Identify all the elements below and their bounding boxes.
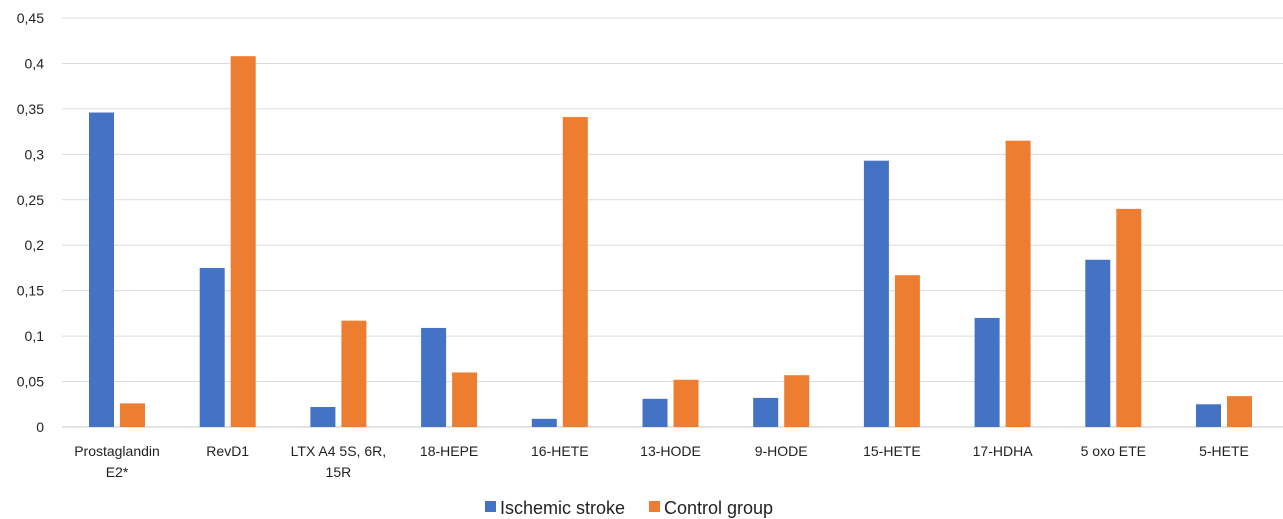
- y-tick-label: 0,4: [25, 55, 45, 71]
- y-tick-label: 0: [36, 419, 44, 435]
- y-tick-label: 0,3: [25, 146, 45, 162]
- x-axis-labels: Prostaglandin E2* RevD1 LTX A4 5S, 6R, 15R 18…: [74, 443, 1249, 480]
- y-tick-label: 0,45: [17, 10, 44, 26]
- y-tick-label: 0,25: [17, 192, 44, 208]
- bar-control-group: [452, 372, 478, 427]
- bar-ischemic-stroke: [753, 397, 779, 427]
- x-category-label: Prostaglandin: [74, 443, 160, 459]
- y-tick-label: 0,05: [17, 374, 44, 390]
- y-axis-ticks: 0 0,05 0,1 0,15 0,2 0,25 0,3 0,35 0,4 0,45: [17, 10, 44, 435]
- bar-ischemic-stroke: [642, 398, 668, 427]
- bars: [89, 56, 1252, 428]
- bar-control-group: [120, 403, 145, 427]
- bar-control-group: [1005, 140, 1031, 427]
- bar-ischemic-stroke: [863, 160, 889, 427]
- bar-ischemic-stroke: [974, 317, 1000, 427]
- legend-swatch: [649, 501, 660, 512]
- gridlines: [62, 17, 1283, 428]
- x-category-label: 9-HODE: [755, 443, 808, 459]
- x-category-label: 15R: [326, 464, 352, 480]
- bar-control-group: [1116, 208, 1142, 427]
- x-category-label: 5-HETE: [1199, 443, 1249, 459]
- legend-label: Ischemic stroke: [500, 498, 625, 518]
- bar-control-group: [1227, 396, 1252, 427]
- bar-ischemic-stroke: [310, 407, 336, 427]
- legend-label: Control group: [664, 498, 773, 518]
- x-category-label: LTX A4 5S, 6R,: [291, 443, 386, 459]
- bar-ischemic-stroke: [531, 418, 557, 427]
- bar-control-group: [562, 117, 588, 428]
- bar-ischemic-stroke: [1085, 259, 1111, 427]
- y-tick-label: 0,35: [17, 101, 44, 117]
- x-category-label: 18-HEPE: [420, 443, 478, 459]
- y-tick-label: 0,1: [25, 328, 45, 344]
- x-category-label: 13-HODE: [640, 443, 701, 459]
- bar-control-group: [673, 379, 699, 427]
- bar-ischemic-stroke: [199, 267, 225, 427]
- legend-swatch: [485, 501, 496, 512]
- bar-control-group: [230, 56, 256, 427]
- y-tick-label: 0,2: [25, 237, 45, 253]
- x-category-label: RevD1: [206, 443, 249, 459]
- x-category-label: 15-HETE: [863, 443, 921, 459]
- bar-control-group: [784, 375, 810, 427]
- bar-ischemic-stroke: [421, 327, 447, 427]
- x-category-label: E2*: [106, 464, 129, 480]
- x-category-label: 5 oxo ETE: [1081, 443, 1146, 459]
- bar-control-group: [341, 320, 367, 427]
- legend: Ischemic stroke Control group: [485, 498, 773, 518]
- bar-ischemic-stroke: [1196, 404, 1221, 427]
- x-category-label: 16-HETE: [531, 443, 589, 459]
- bar-ischemic-stroke: [89, 112, 114, 427]
- bar-control-group: [894, 275, 920, 427]
- x-category-label: 17-HDHA: [973, 443, 1034, 459]
- y-tick-label: 0,15: [17, 283, 44, 299]
